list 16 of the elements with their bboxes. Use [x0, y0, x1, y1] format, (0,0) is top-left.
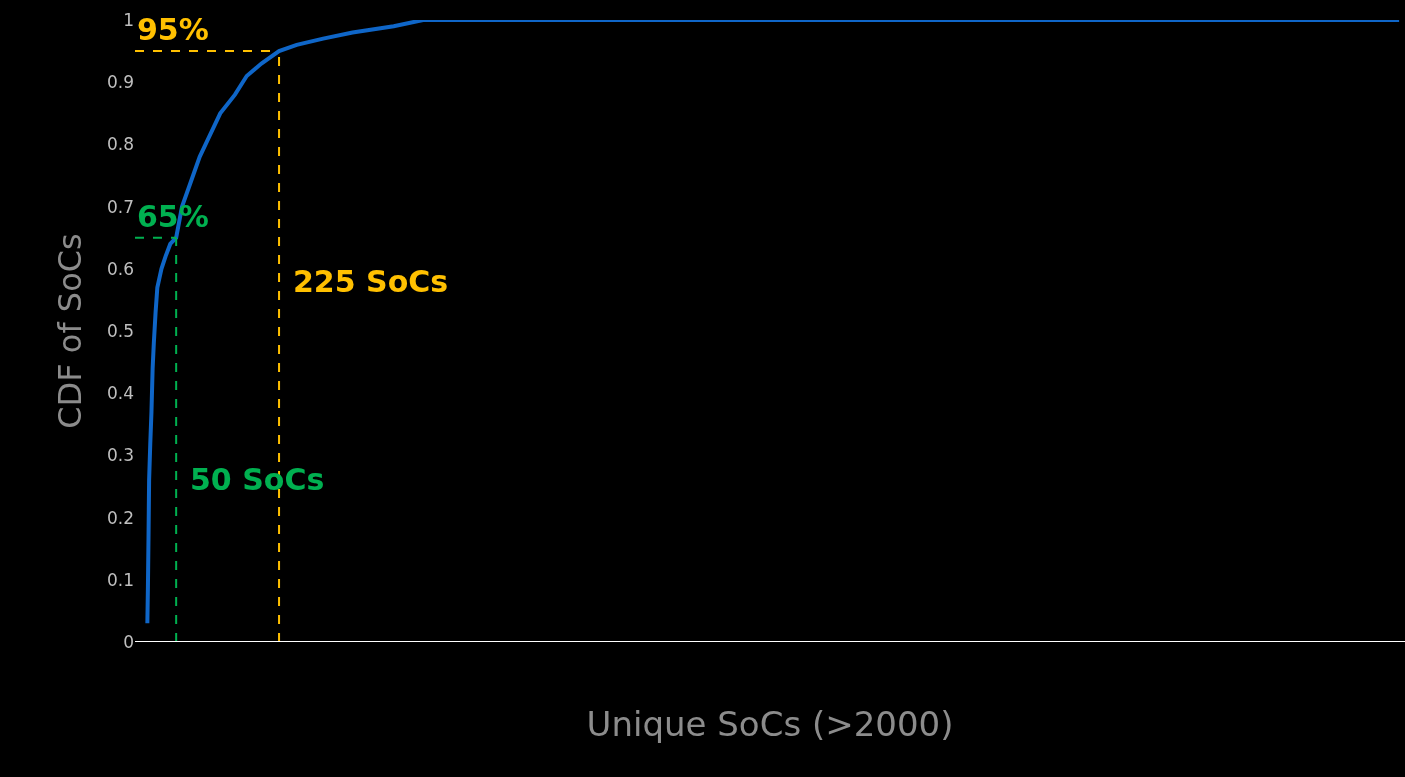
ref-line-label: 50 SoCs — [190, 462, 325, 497]
y-tick-label: 0.5 — [106, 320, 134, 341]
ref-line-label: 225 SoCs — [293, 264, 449, 299]
y-tick-label: 0.3 — [106, 445, 134, 466]
y-tick-label: 0.7 — [106, 196, 134, 217]
y-tick-label: 0 — [123, 631, 134, 652]
y-tick-label: 0.1 — [106, 569, 134, 590]
y-tick-label: 0.6 — [106, 258, 134, 279]
y-tick-label: 1 — [123, 9, 134, 30]
y-tick-label: 0.9 — [106, 72, 134, 93]
y-tick-label: 0.2 — [106, 507, 134, 528]
y-axis-title: CDF of SoCs — [51, 233, 90, 429]
ref-line-label: 95% — [137, 12, 209, 47]
y-tick-label: 0.4 — [106, 383, 134, 404]
y-tick-label: 0.8 — [106, 134, 134, 155]
x-axis-title: Unique SoCs (>2000) — [586, 704, 954, 745]
